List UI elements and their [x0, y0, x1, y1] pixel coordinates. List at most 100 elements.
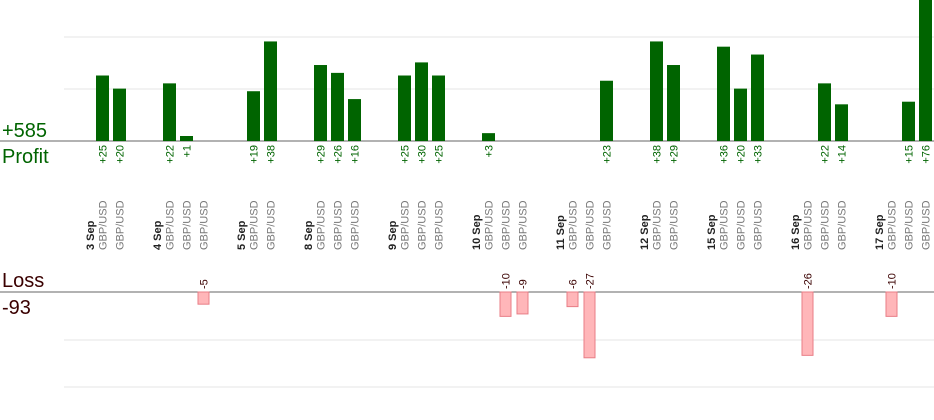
- loss-value-label: -26: [803, 273, 815, 289]
- profit-bar: [113, 88, 126, 141]
- profit-bar: [415, 62, 428, 141]
- loss-value-label: -27: [585, 273, 597, 289]
- pair-label: GBP/USD: [333, 200, 345, 250]
- pair-label: GBP/USD: [652, 200, 664, 250]
- profit-value-label: +20: [115, 145, 127, 164]
- loss-value-label: -5: [199, 279, 211, 289]
- pair-label: GBP/USD: [501, 200, 513, 250]
- profit-value-label: +33: [753, 145, 765, 164]
- pair-label: GBP/USD: [249, 200, 261, 250]
- profit-bar: [717, 46, 730, 141]
- pair-label: GBP/USD: [350, 200, 362, 250]
- pair-label: GBP/USD: [434, 200, 446, 250]
- profit-value-label: +16: [350, 145, 362, 164]
- profit-value-label: +1: [182, 145, 194, 158]
- profit-value-label: +25: [400, 145, 412, 164]
- loss-bar: [197, 291, 210, 305]
- profit-bar: [734, 88, 747, 141]
- profit-bar: [398, 75, 411, 141]
- profit-value-label: +38: [652, 145, 664, 164]
- profit-value-label: +29: [669, 145, 681, 164]
- profit-value-label: +3: [484, 145, 496, 158]
- profit-value-label: +29: [316, 145, 328, 164]
- profit-total: +585: [2, 120, 47, 142]
- pair-label: GBP/USD: [199, 200, 211, 250]
- profit-bar: [314, 65, 327, 141]
- profit-bar: [247, 91, 260, 141]
- profit-bar: [96, 75, 109, 141]
- pair-label: GBP/USD: [904, 200, 916, 250]
- date-label: 3 Sep: [85, 220, 97, 250]
- pair-label: GBP/USD: [266, 200, 278, 250]
- date-label: 16 Sep: [790, 214, 802, 250]
- gridlines: [64, 36, 934, 388]
- profit-bar: [264, 41, 277, 141]
- pair-label: GBP/USD: [182, 200, 194, 250]
- profit-value-label: +26: [333, 145, 345, 164]
- loss-bar: [516, 291, 529, 315]
- profit-bar: [667, 65, 680, 141]
- pair-label: GBP/USD: [669, 200, 681, 250]
- profit-value-label: +76: [921, 145, 933, 164]
- profit-value-label: +23: [602, 145, 614, 164]
- profit-bar: [482, 133, 495, 141]
- profit-value-label: +30: [417, 145, 429, 164]
- date-label: 17 Sep: [874, 214, 886, 250]
- pair-label: GBP/USD: [736, 200, 748, 250]
- pair-label: GBP/USD: [98, 200, 110, 250]
- profit-bar: [600, 80, 613, 141]
- loss-value-label: -10: [501, 273, 513, 289]
- loss-value-label: -10: [887, 273, 899, 289]
- profit-bar: [180, 136, 193, 141]
- profit-value-label: +20: [736, 145, 748, 164]
- pair-label: GBP/USD: [887, 200, 899, 250]
- profit-value-label: +22: [165, 145, 177, 164]
- pair-label: GBP/USD: [115, 200, 127, 250]
- pair-label: GBP/USD: [165, 200, 177, 250]
- pair-label: GBP/USD: [568, 200, 580, 250]
- profit-value-label: +38: [266, 145, 278, 164]
- date-label: 10 Sep: [471, 214, 483, 250]
- profit-bar: [902, 101, 915, 141]
- loss-value-label: -6: [568, 279, 580, 289]
- date-label: 12 Sep: [639, 214, 651, 250]
- profit-bar: [432, 75, 445, 141]
- date-label: 9 Sep: [387, 220, 399, 250]
- bars-layer: [96, 0, 932, 359]
- loss-label: Loss: [2, 270, 44, 292]
- pair-label: GBP/USD: [820, 200, 832, 250]
- profit-bar: [751, 54, 764, 141]
- pair-label: GBP/USD: [803, 200, 815, 250]
- pair-label: GBP/USD: [585, 200, 597, 250]
- date-label: 15 Sep: [706, 214, 718, 250]
- pair-label: GBP/USD: [417, 200, 429, 250]
- profit-label: Profit: [2, 146, 49, 168]
- pair-label: GBP/USD: [400, 200, 412, 250]
- profit-bar: [348, 99, 361, 141]
- profit-value-label: +25: [434, 145, 446, 164]
- pair-label: GBP/USD: [719, 200, 731, 250]
- loss-bar: [885, 291, 898, 317]
- loss-bar: [583, 291, 596, 359]
- date-label: 11 Sep: [555, 215, 567, 250]
- profit-bar: [919, 0, 932, 141]
- pair-label: GBP/USD: [837, 200, 849, 250]
- loss-bar: [566, 291, 579, 308]
- pair-label: GBP/USD: [484, 200, 496, 250]
- pair-label: GBP/USD: [316, 200, 328, 250]
- profit-bar: [650, 41, 663, 141]
- profit-value-label: +36: [719, 145, 731, 164]
- loss-value-label: -9: [518, 279, 530, 289]
- profit-value-label: +15: [904, 145, 916, 164]
- profit-bar: [331, 72, 344, 141]
- profit-bar: [835, 104, 848, 141]
- pair-label: GBP/USD: [602, 200, 614, 250]
- profit-value-label: +19: [249, 145, 261, 164]
- profit-bar: [163, 83, 176, 141]
- profit-value-label: +22: [820, 145, 832, 164]
- date-label: 5 Sep: [236, 220, 248, 250]
- profit-value-label: +14: [837, 145, 849, 164]
- profit-value-label: +25: [98, 145, 110, 164]
- pair-label: GBP/USD: [518, 200, 530, 250]
